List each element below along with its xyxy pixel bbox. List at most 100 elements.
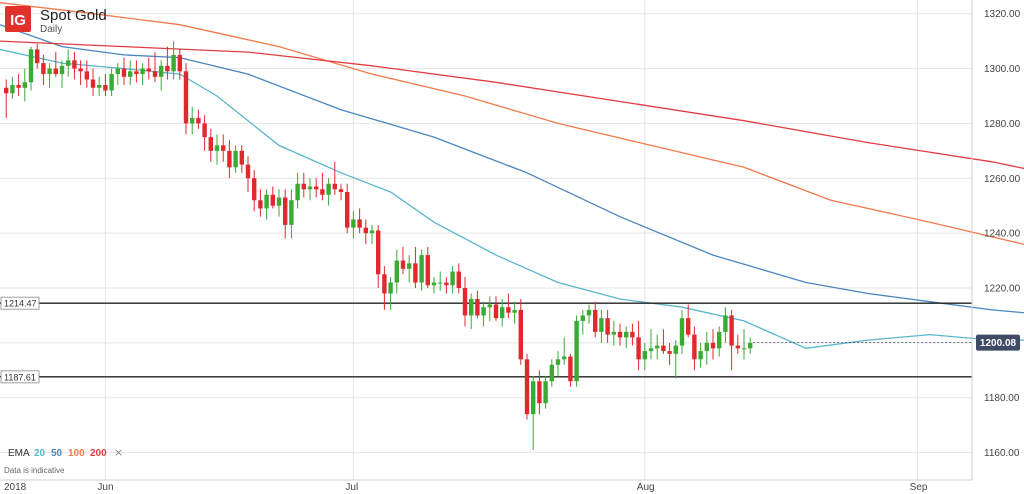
candle-body (431, 282, 437, 286)
last-price-tag (976, 334, 1020, 351)
candle-body (636, 337, 641, 360)
legend-ema-50: 50 (51, 448, 63, 459)
legend-ema-20: 20 (34, 448, 46, 459)
candle-body (121, 68, 127, 77)
level-label: 1187.61 (4, 372, 36, 382)
candle-body (574, 320, 579, 382)
x-tick-label: Sep (910, 482, 928, 493)
candle-body (190, 117, 195, 124)
x-tick-label: Aug (637, 482, 655, 493)
candle-body (28, 49, 34, 83)
candle-body (134, 71, 139, 75)
candle-body (456, 271, 461, 288)
candle-body (481, 307, 486, 316)
ema-100-line (0, 2, 1024, 245)
candle-body (648, 348, 654, 352)
candle-body (400, 260, 406, 269)
support-resistance-levels: 1214.47 1187.61 (0, 296, 972, 384)
candle-body (35, 49, 40, 64)
candle-body (97, 85, 102, 88)
candle-body (10, 85, 15, 94)
candlesticks (4, 41, 753, 450)
candle-body (332, 183, 337, 190)
legend-ema-200: 200 (90, 448, 107, 459)
candle-body (487, 304, 492, 308)
candle-body (382, 274, 387, 294)
y-tick-label: 1220.00 (984, 284, 1021, 295)
candle-body (245, 164, 251, 179)
candle-body (729, 315, 734, 346)
candle-body (53, 68, 58, 75)
candle-body (351, 219, 356, 228)
candle-body (301, 183, 306, 190)
candle-body (717, 331, 722, 349)
candle-body (90, 79, 96, 88)
candle-body (115, 68, 120, 75)
candle-body (276, 197, 282, 206)
candle-body (376, 230, 381, 275)
candle-body (72, 60, 77, 69)
candle-body (667, 351, 672, 354)
level-label: 1214.47 (4, 299, 37, 309)
candle-body (407, 263, 412, 269)
candle-body (78, 68, 83, 72)
y-tick-label: 1240.00 (984, 229, 1021, 240)
candle-body (270, 194, 275, 206)
candle-body (152, 71, 158, 77)
candle-body (698, 351, 703, 360)
candle-body (338, 189, 344, 192)
candle-body (617, 331, 623, 338)
ema-lines (0, 2, 1024, 349)
candle-body (500, 307, 505, 319)
candle-body (4, 87, 9, 94)
candle-body (227, 150, 232, 168)
candle-body (673, 345, 678, 354)
candle-body (475, 298, 480, 316)
ema-legend: EMA 20 50 100 200 × (8, 446, 123, 459)
candle-body (611, 331, 616, 335)
x-tick-label: 2018 (4, 482, 27, 493)
candle-body (512, 309, 517, 313)
candle-body (264, 194, 269, 209)
candle-body (357, 219, 362, 228)
candle-body (630, 331, 635, 338)
candle-body (307, 186, 313, 190)
candle-body (524, 359, 530, 415)
y-tick-label: 1260.00 (984, 174, 1021, 185)
candle-body (586, 309, 592, 316)
ig-logo (5, 6, 31, 32)
candle-body (543, 381, 548, 404)
candle-body (84, 71, 89, 80)
candle-body (735, 345, 740, 349)
candle-body (710, 342, 716, 349)
gridlines (0, 0, 972, 480)
candle-body (444, 282, 449, 286)
candle-body (605, 318, 610, 335)
candle-body (469, 298, 474, 316)
candle-body (549, 364, 554, 382)
candle-body (109, 74, 114, 91)
candle-body (593, 309, 598, 332)
candle-body (221, 145, 226, 151)
chart-title: Spot Gold (40, 7, 107, 24)
candle-body (183, 71, 189, 124)
candle-body (239, 150, 244, 165)
ema-20-line (0, 48, 1024, 349)
chart-subtitle: Daily (40, 24, 62, 35)
legend-close-icon[interactable]: × (114, 446, 123, 459)
candle-body (159, 65, 164, 77)
candle-body (555, 359, 561, 365)
candle-body (295, 183, 300, 201)
candle-body (320, 189, 325, 195)
candle-body (140, 68, 145, 75)
candle-body (580, 315, 585, 321)
y-tick-label: 1280.00 (984, 119, 1021, 130)
candle-body (562, 356, 567, 360)
legend-ema-100: 100 (68, 448, 85, 459)
candle-body (41, 63, 46, 75)
candle-body (568, 356, 573, 382)
candle-body (394, 260, 399, 283)
candle-body (506, 307, 511, 313)
candle-body (438, 282, 443, 284)
